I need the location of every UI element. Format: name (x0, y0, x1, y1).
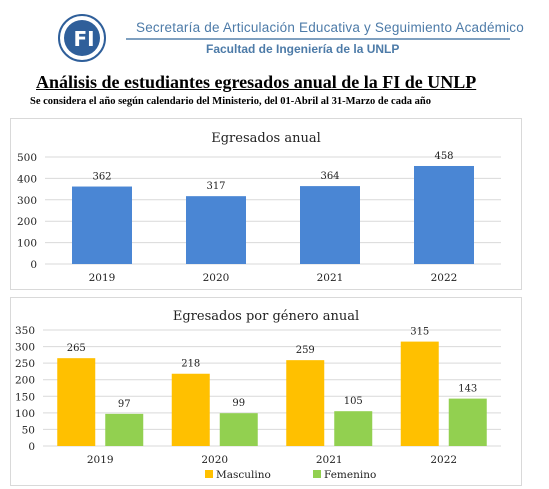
y-tick-label: 300 (15, 342, 35, 354)
report-subtitle: Se considera el año según calendario del… (30, 96, 432, 107)
bar-masculino (57, 358, 96, 446)
report-title: Análisis de estudiantes egresados anual … (36, 72, 477, 92)
bar-femenino (448, 398, 487, 446)
y-tick-label: 400 (17, 173, 37, 185)
y-tick-label: 300 (17, 195, 37, 207)
legend-label: Femenino (324, 469, 376, 481)
data-label: 99 (232, 398, 245, 409)
data-label: 265 (67, 343, 86, 354)
bar (414, 165, 474, 264)
faculty-name: Facultad de Ingeniería de la UNLP (206, 42, 400, 56)
y-tick-label: 200 (15, 375, 35, 387)
faculty-logo: FI (58, 14, 106, 62)
organization-name: Secretaría de Articulación Educativa y S… (136, 20, 524, 35)
y-tick-label: 150 (15, 391, 35, 403)
bar-femenino (105, 413, 144, 446)
x-tick-label: 2020 (201, 454, 228, 466)
x-tick-label: 2022 (430, 454, 457, 466)
logo-text: FI (73, 27, 94, 51)
y-tick-label: 250 (15, 358, 35, 370)
data-label: 218 (181, 359, 200, 370)
y-tick-label: 50 (22, 424, 35, 436)
x-tick-label: 2019 (87, 454, 114, 466)
data-label: 317 (206, 181, 225, 192)
legend-swatch (205, 470, 213, 478)
chart-title: Egresados anual (211, 131, 321, 146)
y-tick-label: 0 (30, 259, 37, 271)
chart-total-graduates: Egresados anual 0 100 200 300 400 500 2019 2020 2… (17, 131, 501, 284)
bar (300, 186, 360, 264)
bar-masculino (286, 360, 325, 446)
data-label: 364 (320, 171, 339, 182)
legend-label: Masculino (216, 469, 271, 481)
bar (72, 186, 132, 264)
x-tick-label: 2022 (431, 272, 458, 284)
data-label: 259 (296, 345, 315, 356)
data-label: 105 (344, 396, 363, 407)
bar (186, 196, 246, 264)
bar-femenino (334, 411, 373, 446)
data-label: 97 (118, 399, 131, 410)
bar-femenino (219, 413, 258, 446)
bar-masculino (171, 373, 210, 446)
chart-gender-graduates: Egresados por género anual 0 50 100 150 200 25… (15, 309, 501, 481)
x-tick-label: 2020 (203, 272, 230, 284)
x-tick-label: 2021 (317, 272, 344, 284)
chart-panel-total: Egresados anual 0 100 200 300 400 500 2019 2020 2… (10, 118, 522, 290)
data-label: 362 (92, 172, 111, 183)
y-tick-label: 100 (17, 238, 37, 250)
y-tick-label: 0 (28, 441, 35, 453)
data-label: 315 (410, 327, 429, 338)
y-tick-label: 200 (17, 216, 37, 228)
y-tick-label: 350 (15, 325, 35, 337)
y-tick-label: 100 (15, 408, 35, 420)
x-tick-label: 2019 (89, 272, 116, 284)
x-tick-label: 2021 (316, 454, 343, 466)
data-label: 143 (458, 384, 477, 395)
y-tick-label: 500 (17, 152, 37, 164)
chart-panel-gender: Egresados por género anual 0 50 100 150 200 25… (10, 297, 522, 486)
chart-title: Egresados por género anual (173, 309, 359, 324)
header-divider (126, 38, 510, 40)
bar-masculino (400, 341, 439, 446)
legend-swatch (313, 470, 321, 478)
data-label: 458 (434, 151, 453, 162)
